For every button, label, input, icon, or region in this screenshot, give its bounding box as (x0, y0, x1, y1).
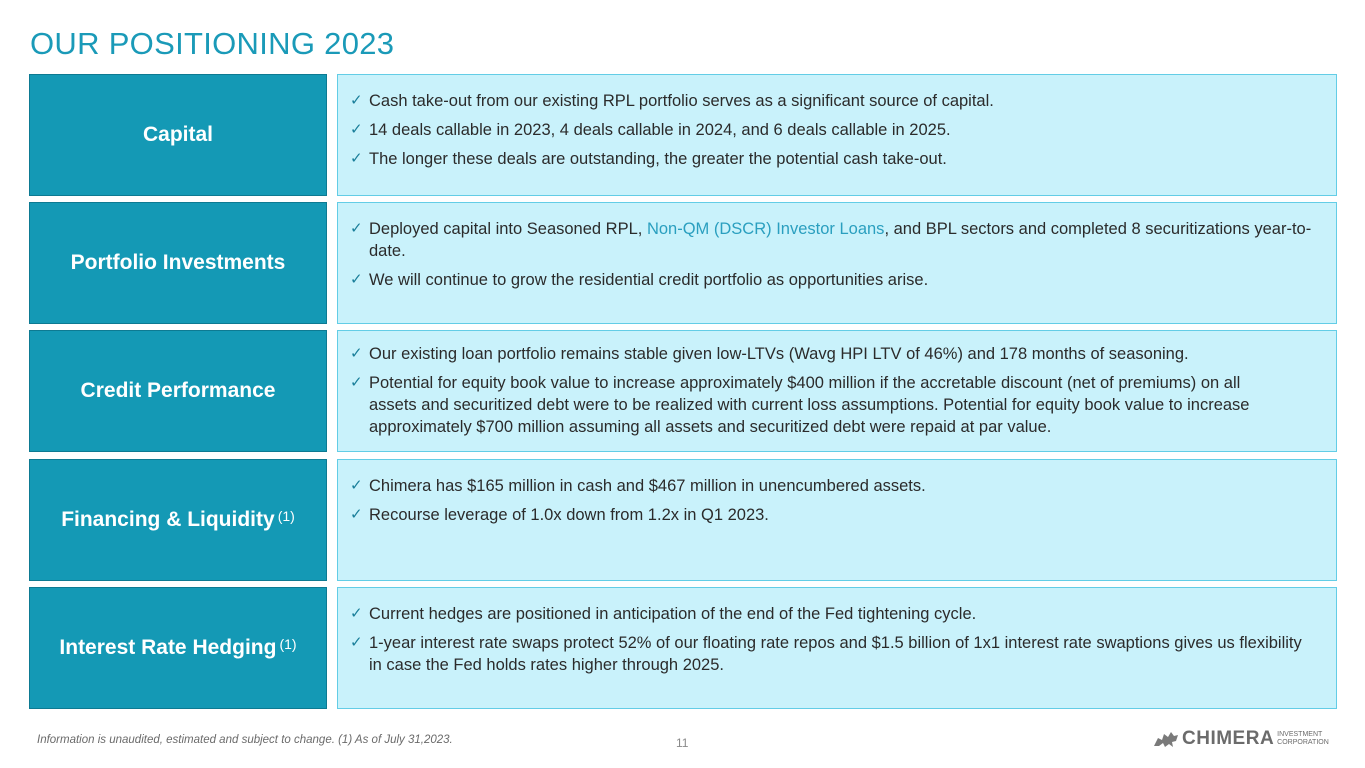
checkmark-icon: ✓ (350, 345, 363, 362)
section-content: ✓ Cash take-out from our existing RPL por… (337, 74, 1337, 196)
checkmark-icon: ✓ (350, 506, 363, 523)
checkmark-icon: ✓ (350, 150, 363, 167)
section-content: ✓ Current hedges are positioned in antici… (337, 587, 1337, 709)
bullet-text: Potential for equity book value to incre… (369, 374, 1250, 436)
section-label-text: Financing & Liquidity (61, 508, 275, 531)
bullet-text: Deployed capital into Seasoned RPL, Non-… (369, 220, 1312, 260)
company-logo: CHIMERA INVESTMENT CORPORATION (1152, 726, 1329, 752)
bullet-text: We will continue to grow the residential… (369, 271, 929, 289)
bullet-item: ✓ We will continue to grow the residentia… (350, 269, 1316, 291)
bullet-text: Recourse leverage of 1.0x down from 1.2x… (369, 506, 769, 524)
section-label: Financing & Liquidity (1) (29, 459, 327, 581)
bullet-item: ✓ The longer these deals are outstanding,… (350, 148, 1316, 170)
section-label: Credit Performance (29, 330, 327, 452)
checkmark-icon: ✓ (350, 92, 363, 109)
page-number: 11 (676, 736, 689, 750)
logo-wordmark: CHIMERA (1182, 728, 1275, 749)
section-content: ✓ Our existing loan portfolio remains sta… (337, 330, 1337, 452)
section-label: Interest Rate Hedging (1) (29, 587, 327, 709)
bullet-item: ✓ Cash take-out from our existing RPL por… (350, 90, 1316, 112)
bullet-text: Cash take-out from our existing RPL port… (369, 92, 994, 110)
logo-subtitle: INVESTMENT CORPORATION (1277, 731, 1329, 746)
bullet-item: ✓ Our existing loan portfolio remains sta… (350, 343, 1316, 365)
section-label-text: Credit Performance (80, 379, 276, 402)
section-financing-liquidity: Financing & Liquidity (1) ✓ Chimera has $1… (29, 459, 1337, 581)
bullet-item: ✓ 14 deals callable in 2023, 4 deals call… (350, 119, 1316, 141)
footnote-marker: (1) (279, 636, 297, 652)
bullet-item: ✓ Potential for equity book value to incr… (350, 372, 1316, 438)
bullet-text: Our existing loan portfolio remains stab… (369, 345, 1189, 363)
section-label-text: Interest Rate Hedging (59, 636, 277, 659)
footnote: Information is unaudited, estimated and … (37, 734, 453, 746)
checkmark-icon: ✓ (350, 121, 363, 138)
checkmark-icon: ✓ (350, 271, 363, 288)
section-credit-performance: Credit Performance ✓ Our existing loan po… (29, 330, 1337, 452)
page-title: OUR POSITIONING 2023 (30, 26, 395, 61)
footnote-marker: (1) (277, 508, 295, 524)
checkmark-icon: ✓ (350, 634, 363, 651)
bullet-text: Current hedges are positioned in anticip… (369, 605, 977, 623)
bullet-text: 14 deals callable in 2023, 4 deals calla… (369, 121, 951, 139)
chimera-mark-icon (1154, 732, 1178, 747)
bullet-item: ✓ Recourse leverage of 1.0x down from 1.2… (350, 504, 1316, 526)
section-label: Capital (29, 74, 327, 196)
bullet-item: ✓ 1-year interest rate swaps protect 52% … (350, 632, 1316, 676)
section-label-text: Portfolio Investments (70, 251, 286, 274)
highlighted-text: Non-QM (DSCR) Investor Loans (646, 220, 885, 238)
checkmark-icon: ✓ (350, 374, 363, 391)
section-content: ✓ Deployed capital into Seasoned RPL, Non… (337, 202, 1337, 324)
section-capital: Capital ✓ Cash take-out from our existing… (29, 74, 1337, 196)
section-interest-rate-hedging: Interest Rate Hedging (1) ✓ Current hedges… (29, 587, 1337, 709)
section-label: Portfolio Investments (29, 202, 327, 324)
section-portfolio-investments: Portfolio Investments ✓ Deployed capital … (29, 202, 1337, 324)
checkmark-icon: ✓ (350, 220, 363, 237)
bullet-text: Chimera has $165 million in cash and $46… (369, 477, 926, 495)
bullet-item: ✓ Current hedges are positioned in antici… (350, 603, 1316, 625)
checkmark-icon: ✓ (350, 477, 363, 494)
section-content: ✓ Chimera has $165 million in cash and $4… (337, 459, 1337, 581)
bullet-item: ✓ Deployed capital into Seasoned RPL, Non… (350, 218, 1316, 262)
bullet-text: The longer these deals are outstanding, … (369, 150, 947, 168)
bullet-item: ✓ Chimera has $165 million in cash and $4… (350, 475, 1316, 497)
checkmark-icon: ✓ (350, 605, 363, 622)
section-label-text: Capital (142, 123, 213, 146)
bullet-text: 1-year interest rate swaps protect 52% o… (369, 634, 1302, 674)
